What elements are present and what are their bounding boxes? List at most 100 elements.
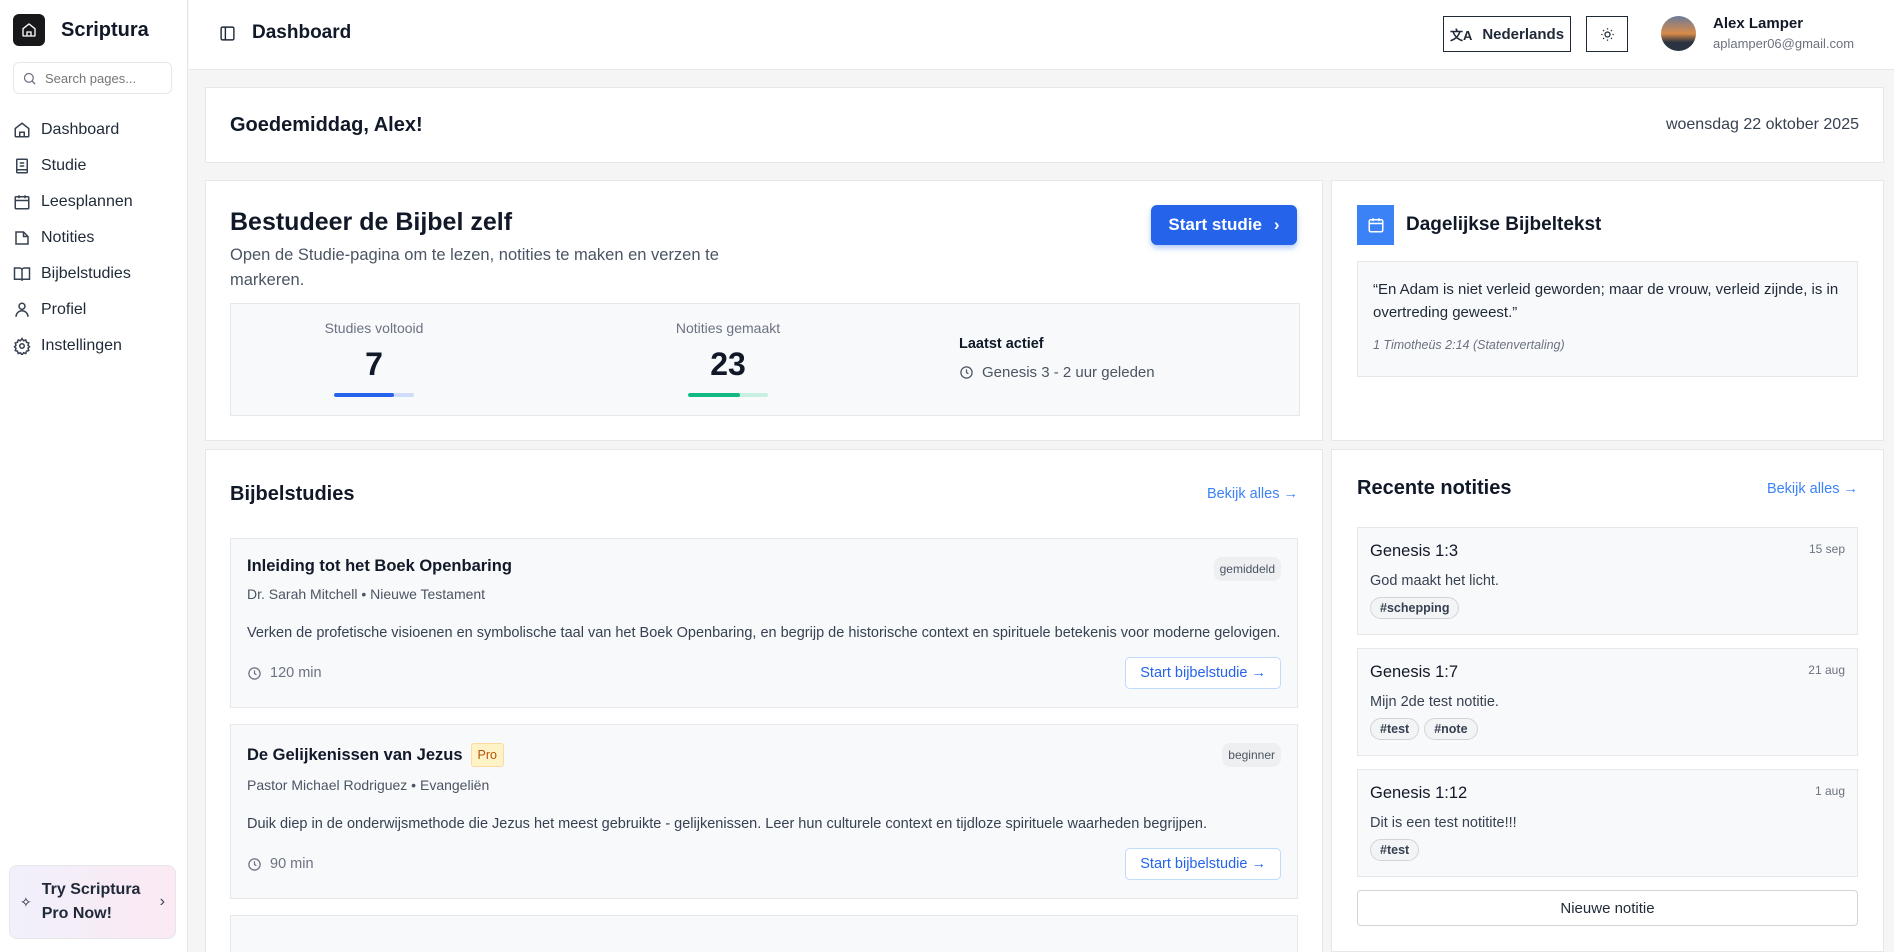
note-title: Genesis 1:12: [1370, 784, 1468, 802]
view-all-notes-link[interactable]: Bekijk alles →: [1766, 480, 1858, 497]
stat-studies-completed: Studies voltooid 7: [294, 320, 454, 397]
daily-verse-card: Dagelijkse Bijbeltekst “En Adam is niet …: [1331, 180, 1884, 441]
pro-badge: Pro: [470, 743, 504, 767]
study-title: Bestudeer de Bijbel zelf: [230, 208, 513, 236]
sidebar-toggle-icon[interactable]: [219, 25, 236, 42]
tag[interactable]: #test: [1370, 718, 1420, 740]
calendar-icon: [1357, 205, 1394, 245]
stat-value: 7: [365, 346, 383, 382]
stat-value: 23: [710, 346, 746, 382]
duration: 90 min: [270, 856, 314, 872]
pro-promo-button[interactable]: ✧ Try Scriptura Pro Now! ›: [9, 865, 176, 939]
level-badge: gemiddeld: [1213, 557, 1281, 581]
study-item-title[interactable]: De Gelijkenissen van Jezus: [247, 745, 463, 764]
level-badge: beginner: [1222, 743, 1281, 767]
chevron-right-icon: ›: [159, 893, 165, 910]
note-title: Genesis 1:3: [1370, 542, 1459, 560]
sidebar-item-instellingen[interactable]: Instellingen: [13, 328, 178, 364]
recent-notes-card: Recente notities Bekijk alles → Genesis …: [1331, 449, 1884, 952]
language-label: Nederlands: [1482, 25, 1565, 43]
note-item[interactable]: Genesis 1:3 15 sep God maakt het licht. …: [1357, 527, 1858, 635]
daily-verse-title: Dagelijkse Bijbeltekst: [1406, 214, 1602, 235]
sidebar-item-bijbelstudies[interactable]: Bijbelstudies: [13, 256, 178, 292]
note-date: 15 sep: [1808, 542, 1845, 556]
stat-label: Studies voltooid: [324, 320, 424, 336]
note-date: 1 aug: [1814, 784, 1845, 798]
home-icon: [14, 122, 30, 138]
sidebar-nav: Dashboard Studie Leesplannen Notities Bi…: [13, 112, 178, 364]
language-button[interactable]: 文A Nederlands: [1443, 16, 1571, 52]
note-date: 21 aug: [1808, 663, 1845, 677]
note-text: God maakt het licht.: [1370, 573, 1499, 589]
sidebar-item-label: Bijbelstudies: [41, 265, 131, 282]
note-title: Genesis 1:7: [1370, 663, 1459, 681]
sidebar-item-profiel[interactable]: Profiel: [13, 292, 178, 328]
progress-bar: [688, 393, 768, 397]
book-open-icon: [13, 267, 31, 281]
note-item[interactable]: Genesis 1:12 1 aug Dit is een test notit…: [1357, 769, 1858, 877]
document-icon: [16, 158, 28, 174]
gear-icon: [13, 337, 31, 355]
sidebar-item-studie[interactable]: Studie: [13, 148, 178, 184]
top-header: Dashboard 文A Nederlands Alex Lamper aplam…: [189, 0, 1894, 70]
verse-box: “En Adam is niet verleid geworden; maar …: [1357, 261, 1858, 377]
tag[interactable]: #note: [1424, 718, 1478, 740]
greeting-text: Goedemiddag, Alex!: [230, 113, 423, 136]
tag[interactable]: #schepping: [1370, 597, 1460, 619]
search-icon: [23, 72, 36, 85]
view-all-studies-link[interactable]: Bekijk alles →: [1206, 486, 1298, 502]
note-icon: [15, 231, 29, 245]
clock-icon: [960, 366, 973, 379]
user-email: aplamper06@gmail.com: [1713, 36, 1855, 51]
theme-toggle-button[interactable]: [1586, 16, 1628, 52]
new-note-button[interactable]: Nieuwe notitie: [1357, 890, 1858, 926]
stat-label: Notities gemaakt: [675, 320, 781, 336]
search-box[interactable]: [13, 62, 172, 94]
sun-icon: [1600, 27, 1614, 41]
verse-text: “En Adam is niet verleid geworden; maar …: [1373, 281, 1839, 321]
sparkles-icon: ✧: [20, 893, 32, 910]
start-study-label: Start studie: [1168, 215, 1262, 234]
sidebar-item-leesplannen[interactable]: Leesplannen: [13, 184, 178, 220]
note-item[interactable]: Genesis 1:7 21 aug Mijn 2de test notitie…: [1357, 648, 1858, 756]
calendar-icon: [14, 195, 30, 210]
avatar[interactable]: [1661, 16, 1696, 51]
clock-icon: [248, 666, 261, 680]
chevron-right-icon: ›: [1273, 215, 1280, 234]
start-bible-study-button[interactable]: Start bijbelstudie →: [1125, 848, 1281, 880]
note-text: Mijn 2de test notitie.: [1370, 694, 1499, 710]
sidebar-item-label: Notities: [41, 229, 95, 246]
study-item: [230, 915, 1298, 952]
promo-text: Try Scriptura Pro Now!: [41, 881, 141, 922]
stat-notes-made: Notities gemaakt 23: [648, 320, 808, 397]
verse-reference: 1 Timotheüs 2:14 (Statenvertaling): [1373, 338, 1565, 352]
last-active-value[interactable]: Genesis 3 - 2 uur geleden: [982, 364, 1155, 381]
clock-icon: [248, 857, 261, 871]
last-active-label: Laatst actief: [959, 336, 1044, 352]
study-item-title[interactable]: Inleiding tot het Boek Openbaring: [247, 557, 512, 575]
study-item: De Gelijkenissen van Jezus Pro beginner P…: [230, 724, 1298, 899]
search-input[interactable]: [45, 70, 165, 86]
sidebar-item-notities[interactable]: Notities: [13, 220, 178, 256]
sidebar-item-label: Profiel: [41, 301, 87, 318]
brand[interactable]: Scriptura: [13, 14, 149, 46]
study-item-description: Verken de profetische visioenen en symbo…: [247, 625, 1281, 641]
tag[interactable]: #test: [1370, 839, 1420, 861]
progress-bar: [334, 393, 414, 397]
current-date: woensdag 22 oktober 2025: [1665, 116, 1859, 133]
user-info[interactable]: Alex Lamper aplamper06@gmail.com: [1713, 15, 1854, 51]
start-bible-study-button[interactable]: Start bijbelstudie →: [1125, 657, 1281, 689]
last-active: Laatst actief Genesis 3 - 2 uur geleden: [959, 336, 1155, 381]
study-item: Inleiding tot het Boek Openbaring gemidd…: [230, 538, 1298, 708]
study-subtitle: Open de Studie-pagina om te lezen, notit…: [230, 246, 719, 289]
sidebar-item-label: Instellingen: [41, 337, 122, 354]
section-title: Recente notities: [1357, 477, 1512, 499]
study-item-description: Duik diep in de onderwijsmethode die Jez…: [247, 816, 1207, 832]
sidebar-item-dashboard[interactable]: Dashboard: [13, 112, 178, 148]
home-logo-icon: [13, 14, 45, 46]
brand-name: Scriptura: [61, 18, 149, 41]
user-icon: [15, 302, 29, 317]
bible-studies-card: Bijbelstudies Bekijk alles → Inleiding t…: [205, 449, 1323, 952]
page-title: Dashboard: [252, 22, 352, 43]
start-study-button[interactable]: Start studie ›: [1151, 205, 1297, 245]
